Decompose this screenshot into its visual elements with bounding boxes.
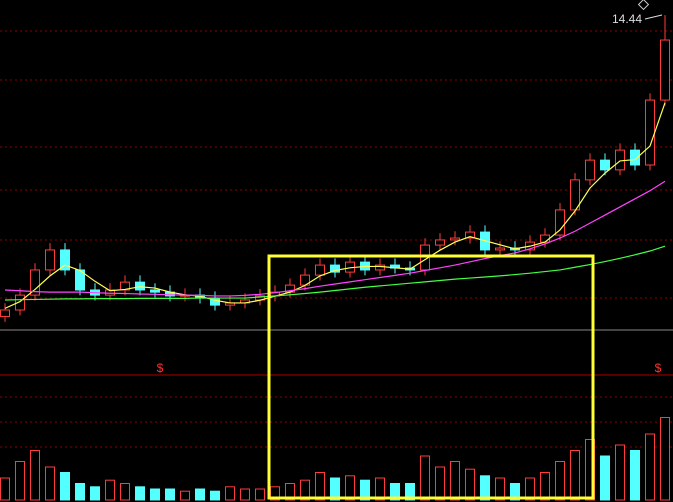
candle-body: [600, 159, 610, 171]
volume-bar: [195, 488, 205, 501]
volume-bar: [240, 488, 250, 501]
volume-bar: [540, 472, 550, 501]
candle-body: [465, 231, 475, 239]
volume-bar: [150, 488, 160, 501]
volume-bar: [555, 461, 565, 501]
candle-body: [315, 264, 325, 276]
volume-bar: [405, 483, 415, 501]
volume-bar: [465, 468, 475, 501]
candle-body: [540, 234, 550, 243]
candle-body: [30, 269, 40, 296]
volume-bar: [165, 488, 175, 501]
marker: $: [157, 361, 164, 375]
volume-bar: [375, 477, 385, 501]
highlight-box: [267, 254, 595, 500]
volume-bar: [105, 479, 115, 501]
candle-body: [45, 249, 55, 271]
moving-average: [4, 180, 666, 297]
candle-body: [495, 247, 505, 251]
candle-body: [150, 289, 160, 293]
volume-bar: [645, 433, 655, 501]
grid: [0, 30, 673, 448]
candle-body: [435, 239, 445, 246]
moving-average: [4, 245, 666, 301]
volume-bar: [450, 461, 460, 501]
candle-body: [0, 309, 10, 317]
volume-bar: [660, 417, 670, 501]
volume-bar: [0, 477, 10, 501]
volume-bar: [390, 483, 400, 501]
candle-body: [330, 264, 340, 273]
volume-bar: [495, 477, 505, 501]
candle-body: [585, 159, 595, 181]
volume-bar: [225, 486, 235, 501]
volume-bar: [420, 455, 430, 501]
volume-bar: [210, 490, 220, 501]
candle-body: [660, 39, 670, 101]
volume-bar: [75, 483, 85, 501]
diamond-icon: [637, 0, 650, 11]
volume-bar: [255, 488, 265, 501]
volume-bar: [630, 450, 640, 501]
candle-body: [60, 249, 70, 271]
volume-bar: [30, 450, 40, 501]
max-label: 14.44: [612, 12, 642, 26]
volume-bar: [60, 472, 70, 501]
volume-bar: [300, 479, 310, 501]
candle-body: [630, 149, 640, 166]
max-arrow: [644, 14, 663, 20]
volume-bar: [315, 472, 325, 501]
candle-body: [375, 264, 385, 271]
candle-body: [615, 149, 625, 171]
volume-bar: [510, 483, 520, 501]
marks: [0, 15, 670, 501]
volume-bar: [615, 444, 625, 501]
volume-bar: [120, 483, 130, 501]
volume-bar: [570, 450, 580, 501]
volume-bar: [435, 466, 445, 501]
volume-bar: [90, 486, 100, 501]
volume-bar: [330, 477, 340, 501]
volume-bar: [180, 490, 190, 501]
volume-bar: [600, 455, 610, 501]
candle-body: [555, 209, 565, 236]
marker: $: [655, 361, 662, 375]
volume-bar: [285, 483, 295, 501]
volume-bar: [525, 477, 535, 501]
candle-body: [645, 99, 655, 166]
volume-bar: [360, 479, 370, 501]
candle-body: [450, 237, 460, 241]
volume-bar: [480, 475, 490, 501]
candle-body: [135, 281, 145, 291]
candle-body: [15, 294, 25, 311]
moving-average: [4, 102, 666, 309]
volume-bar: [15, 461, 25, 501]
volume-bar: [345, 475, 355, 501]
volume-bar: [135, 486, 145, 501]
volume-bar: [45, 466, 55, 501]
